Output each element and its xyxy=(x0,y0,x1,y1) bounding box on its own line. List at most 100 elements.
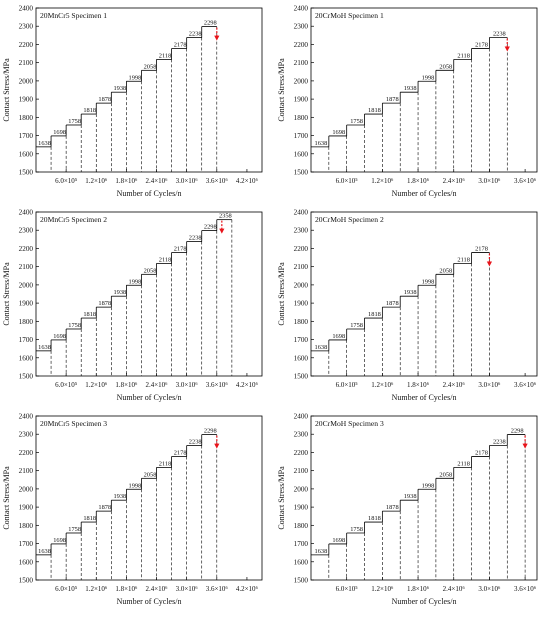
step-value-label: 2178 xyxy=(475,449,488,456)
y-tick-label: 1700 xyxy=(19,132,34,140)
plot-frame xyxy=(35,415,263,581)
x-tick-label: 3.6×10⁶ xyxy=(514,585,537,593)
step-value-label: 1758 xyxy=(68,118,81,125)
step-value-label: 2058 xyxy=(439,63,452,70)
step-value-label: 1698 xyxy=(332,129,345,136)
step-value-label: 1878 xyxy=(386,96,399,103)
step-value-label: 1998 xyxy=(422,482,435,489)
step-value-label: 1878 xyxy=(98,96,111,103)
step-value-label: 1818 xyxy=(368,311,381,318)
step-value-label: 2238 xyxy=(493,439,506,446)
plot-frame xyxy=(35,211,263,377)
x-tick-label: 6.0×10⁵ xyxy=(55,177,78,185)
chart-panel: 1500 1600 1700 1800 1900 2000 2100 2200 2300 2400… xyxy=(275,408,550,617)
step-value-label: 2178 xyxy=(475,245,488,252)
y-tick-label: 1500 xyxy=(294,373,309,381)
step-value-label: 2358 xyxy=(219,213,232,220)
y-tick-label: 2300 xyxy=(19,431,34,439)
x-tick-label: 1.2×10⁶ xyxy=(371,381,394,389)
y-axis-label: Contact Stress/MPa xyxy=(2,58,11,122)
y-tick-label: 1500 xyxy=(294,169,309,177)
x-tick-label: 2.4×10⁶ xyxy=(145,177,168,185)
step-value-label: 2178 xyxy=(174,41,187,48)
x-tick-label: 4.2×10⁶ xyxy=(236,381,259,389)
x-tick-label: 1.2×10⁶ xyxy=(85,585,108,593)
step-value-label: 2118 xyxy=(159,256,172,263)
y-tick-label: 2200 xyxy=(19,449,34,457)
plot-frame xyxy=(310,415,538,581)
y-tick-label: 1700 xyxy=(294,132,309,140)
x-axis-label: Number of Cycles/n xyxy=(392,393,457,402)
step-value-label: 1638 xyxy=(315,548,328,555)
chart-title: 20CrMoH Specimen 3 xyxy=(315,419,384,428)
y-tick-label: 2000 xyxy=(294,281,309,289)
step-value-label: 2058 xyxy=(439,267,452,274)
step-value-label: 1998 xyxy=(129,74,142,81)
y-axis-label: Contact Stress/MPa xyxy=(277,466,286,530)
y-tick-label: 1800 xyxy=(19,114,34,122)
step-value-label: 2238 xyxy=(189,31,202,38)
x-tick-label: 1.2×10⁶ xyxy=(85,177,108,185)
step-value-label: 1878 xyxy=(98,300,111,307)
x-axis-label: Number of Cycles/n xyxy=(392,189,457,198)
x-tick-label: 6.0×10⁵ xyxy=(336,177,359,185)
step-value-label: 1998 xyxy=(129,482,142,489)
failure-arrow-head xyxy=(504,46,510,52)
step-value-label: 1818 xyxy=(83,107,96,114)
y-tick-label: 2400 xyxy=(294,413,309,421)
x-tick-label: 1.2×10⁶ xyxy=(85,381,108,389)
x-tick-label: 1.2×10⁶ xyxy=(371,177,394,185)
x-tick-label: 2.4×10⁶ xyxy=(145,585,168,593)
failure-arrow-head xyxy=(214,35,220,41)
x-tick-label: 6.0×10⁵ xyxy=(336,585,359,593)
y-tick-label: 1500 xyxy=(19,373,34,381)
y-tick-label: 2000 xyxy=(19,77,34,85)
x-tick-label: 6.0×10⁵ xyxy=(336,381,359,389)
y-tick-label: 2300 xyxy=(294,431,309,439)
step-value-label: 2118 xyxy=(159,460,172,467)
step-value-label: 1818 xyxy=(83,515,96,522)
x-tick-label: 2.4×10⁶ xyxy=(443,585,466,593)
step-value-label: 2118 xyxy=(159,52,172,59)
step-value-label: 1998 xyxy=(422,278,435,285)
y-tick-label: 1500 xyxy=(19,577,34,585)
y-tick-label: 2000 xyxy=(294,77,309,85)
x-axis-label: Number of Cycles/n xyxy=(117,189,182,198)
chart-panel: 1500 1600 1700 1800 1900 2000 2100 2200 2300 2400… xyxy=(0,0,275,209)
y-tick-label: 2400 xyxy=(294,5,309,13)
step-value-label: 1878 xyxy=(98,504,111,511)
y-tick-label: 1600 xyxy=(294,354,309,362)
x-tick-label: 4.2×10⁶ xyxy=(236,177,259,185)
y-tick-label: 1900 xyxy=(19,504,34,512)
step-chart: 1500 1600 1700 1800 1900 2000 2100 2200 2300 2400… xyxy=(2,5,263,198)
y-tick-label: 2300 xyxy=(294,227,309,235)
y-tick-label: 2400 xyxy=(19,209,34,217)
step-value-label: 1638 xyxy=(38,140,51,147)
y-axis-label: Contact Stress/MPa xyxy=(277,262,286,326)
failure-arrow-head xyxy=(522,443,528,449)
x-tick-label: 1.8×10⁶ xyxy=(115,585,138,593)
step-value-label: 1698 xyxy=(53,333,66,340)
chart-panel: 1500 1600 1700 1800 1900 2000 2100 2200 2300 2400… xyxy=(275,0,550,209)
y-tick-label: 1800 xyxy=(294,522,309,530)
step-value-label: 1638 xyxy=(38,548,51,555)
y-tick-label: 2400 xyxy=(294,209,309,217)
chart-title: 20MnCr5 Specimen 1 xyxy=(40,11,107,20)
y-tick-label: 1500 xyxy=(19,169,34,177)
step-value-label: 1758 xyxy=(68,526,81,533)
step-value-label: 1998 xyxy=(129,278,142,285)
x-tick-label: 3.6×10⁶ xyxy=(514,381,537,389)
x-tick-label: 3.6×10⁶ xyxy=(206,585,229,593)
step-value-label: 2118 xyxy=(457,52,470,59)
x-tick-label: 3.0×10⁶ xyxy=(478,381,501,389)
step-value-label: 1938 xyxy=(113,85,126,92)
step-value-label: 1638 xyxy=(315,140,328,147)
x-tick-label: 2.4×10⁶ xyxy=(443,177,466,185)
step-value-label: 1878 xyxy=(386,504,399,511)
step-value-label: 2118 xyxy=(457,256,470,263)
step-value-label: 1818 xyxy=(368,107,381,114)
y-tick-label: 1500 xyxy=(294,577,309,585)
y-tick-label: 2000 xyxy=(19,485,34,493)
step-chart: 1500 1600 1700 1800 1900 2000 2100 2200 2300 2400… xyxy=(277,413,538,606)
